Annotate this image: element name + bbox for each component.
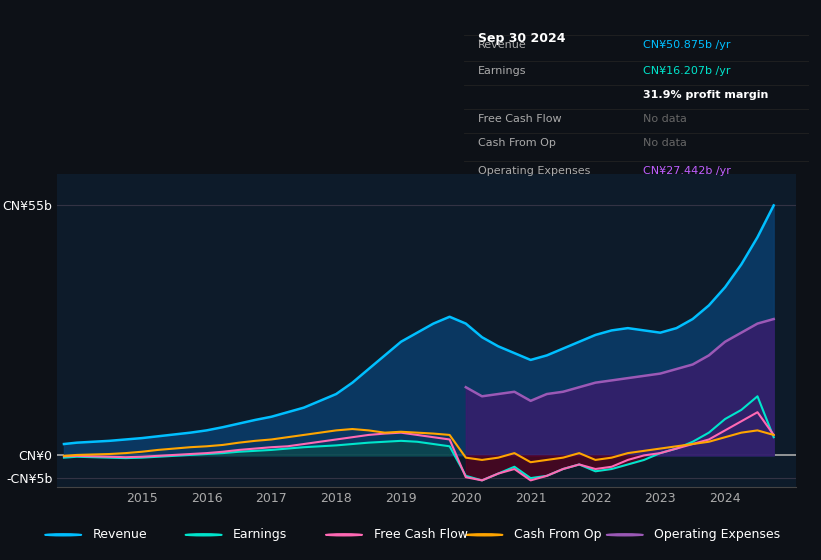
Text: Operating Expenses: Operating Expenses [478,166,590,176]
Text: CN¥27.442b /yr: CN¥27.442b /yr [643,166,731,176]
Circle shape [45,534,82,536]
Text: Earnings: Earnings [478,66,526,76]
Text: Operating Expenses: Operating Expenses [654,528,781,542]
Circle shape [607,534,644,536]
Circle shape [466,534,503,536]
Text: No data: No data [643,114,687,124]
Text: 31.9% profit margin: 31.9% profit margin [643,90,768,100]
Text: No data: No data [643,138,687,148]
Text: Free Cash Flow: Free Cash Flow [374,528,467,542]
Text: Revenue: Revenue [478,40,526,50]
Text: Cash From Op: Cash From Op [478,138,556,148]
Circle shape [186,534,222,536]
Text: Revenue: Revenue [93,528,148,542]
Text: Cash From Op: Cash From Op [514,528,602,542]
Circle shape [325,534,363,536]
Text: Earnings: Earnings [233,528,287,542]
Text: Free Cash Flow: Free Cash Flow [478,114,562,124]
Text: Sep 30 2024: Sep 30 2024 [478,31,565,45]
Text: CN¥50.875b /yr: CN¥50.875b /yr [643,40,731,50]
Text: CN¥16.207b /yr: CN¥16.207b /yr [643,66,731,76]
